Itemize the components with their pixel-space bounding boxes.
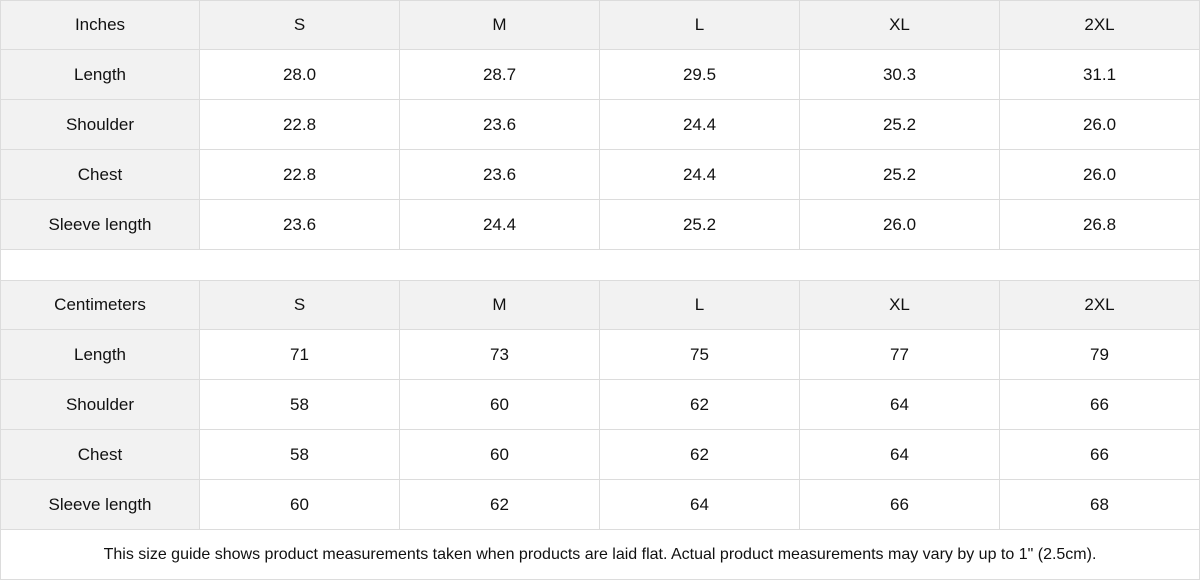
table-cell: M xyxy=(400,0,600,50)
table-cell: S xyxy=(200,0,400,50)
row-label: Chest xyxy=(0,150,200,200)
table-cell: 22.8 xyxy=(200,100,400,150)
table-cell: 66 xyxy=(800,480,1000,530)
table-cell: 68 xyxy=(1000,480,1200,530)
row-label: Length xyxy=(0,50,200,100)
table-cell: 60 xyxy=(400,380,600,430)
inches-table: Inches S M L XL 2XL Length 28.0 28.7 29.5 30.3 31.1… xyxy=(0,0,1200,250)
row-label: Shoulder xyxy=(0,100,200,150)
table-cell: 25.2 xyxy=(800,150,1000,200)
table-cell: 24.4 xyxy=(600,100,800,150)
table-cell: XL xyxy=(800,0,1000,50)
table-cell: 62 xyxy=(600,380,800,430)
table-cell: XL xyxy=(800,280,1000,330)
size-guide-note: This size guide shows product measuremen… xyxy=(0,530,1200,580)
table-cell: 24.4 xyxy=(600,150,800,200)
table-cell: 58 xyxy=(200,430,400,480)
table-cell: S xyxy=(200,280,400,330)
table-cell: 26.0 xyxy=(800,200,1000,250)
table-cell: L xyxy=(600,280,800,330)
table-cell: 60 xyxy=(400,430,600,480)
table-spacer xyxy=(0,250,1200,280)
table-cell: M xyxy=(400,280,600,330)
table-cell: 64 xyxy=(600,480,800,530)
table-cell: 31.1 xyxy=(1000,50,1200,100)
table-cell: 23.6 xyxy=(400,150,600,200)
table-cell: 25.2 xyxy=(600,200,800,250)
table-cell: 58 xyxy=(200,380,400,430)
table-cell: 26.0 xyxy=(1000,150,1200,200)
table-cell: 77 xyxy=(800,330,1000,380)
table-cell: 64 xyxy=(800,430,1000,480)
table-cell: 22.8 xyxy=(200,150,400,200)
table-cell: L xyxy=(600,0,800,50)
table-cell: 29.5 xyxy=(600,50,800,100)
table-cell: 28.0 xyxy=(200,50,400,100)
table-cell: 25.2 xyxy=(800,100,1000,150)
row-label: Inches xyxy=(0,0,200,50)
row-label: Sleeve length xyxy=(0,480,200,530)
table-cell: 73 xyxy=(400,330,600,380)
table-cell: 66 xyxy=(1000,380,1200,430)
table-cell: 71 xyxy=(200,330,400,380)
table-cell: 30.3 xyxy=(800,50,1000,100)
table-cell: 26.0 xyxy=(1000,100,1200,150)
table-cell: 75 xyxy=(600,330,800,380)
row-label: Chest xyxy=(0,430,200,480)
table-cell: 2XL xyxy=(1000,280,1200,330)
table-cell: 62 xyxy=(600,430,800,480)
row-label: Sleeve length xyxy=(0,200,200,250)
row-label: Shoulder xyxy=(0,380,200,430)
table-cell: 23.6 xyxy=(200,200,400,250)
table-cell: 62 xyxy=(400,480,600,530)
table-cell: 2XL xyxy=(1000,0,1200,50)
centimeters-table: Centimeters S M L XL 2XL Length 71 73 75 77 79 Shoul… xyxy=(0,280,1200,530)
row-label: Centimeters xyxy=(0,280,200,330)
table-cell: 26.8 xyxy=(1000,200,1200,250)
table-cell: 28.7 xyxy=(400,50,600,100)
table-cell: 79 xyxy=(1000,330,1200,380)
table-cell: 66 xyxy=(1000,430,1200,480)
table-cell: 24.4 xyxy=(400,200,600,250)
row-label: Length xyxy=(0,330,200,380)
table-cell: 60 xyxy=(200,480,400,530)
table-cell: 23.6 xyxy=(400,100,600,150)
table-cell: 64 xyxy=(800,380,1000,430)
